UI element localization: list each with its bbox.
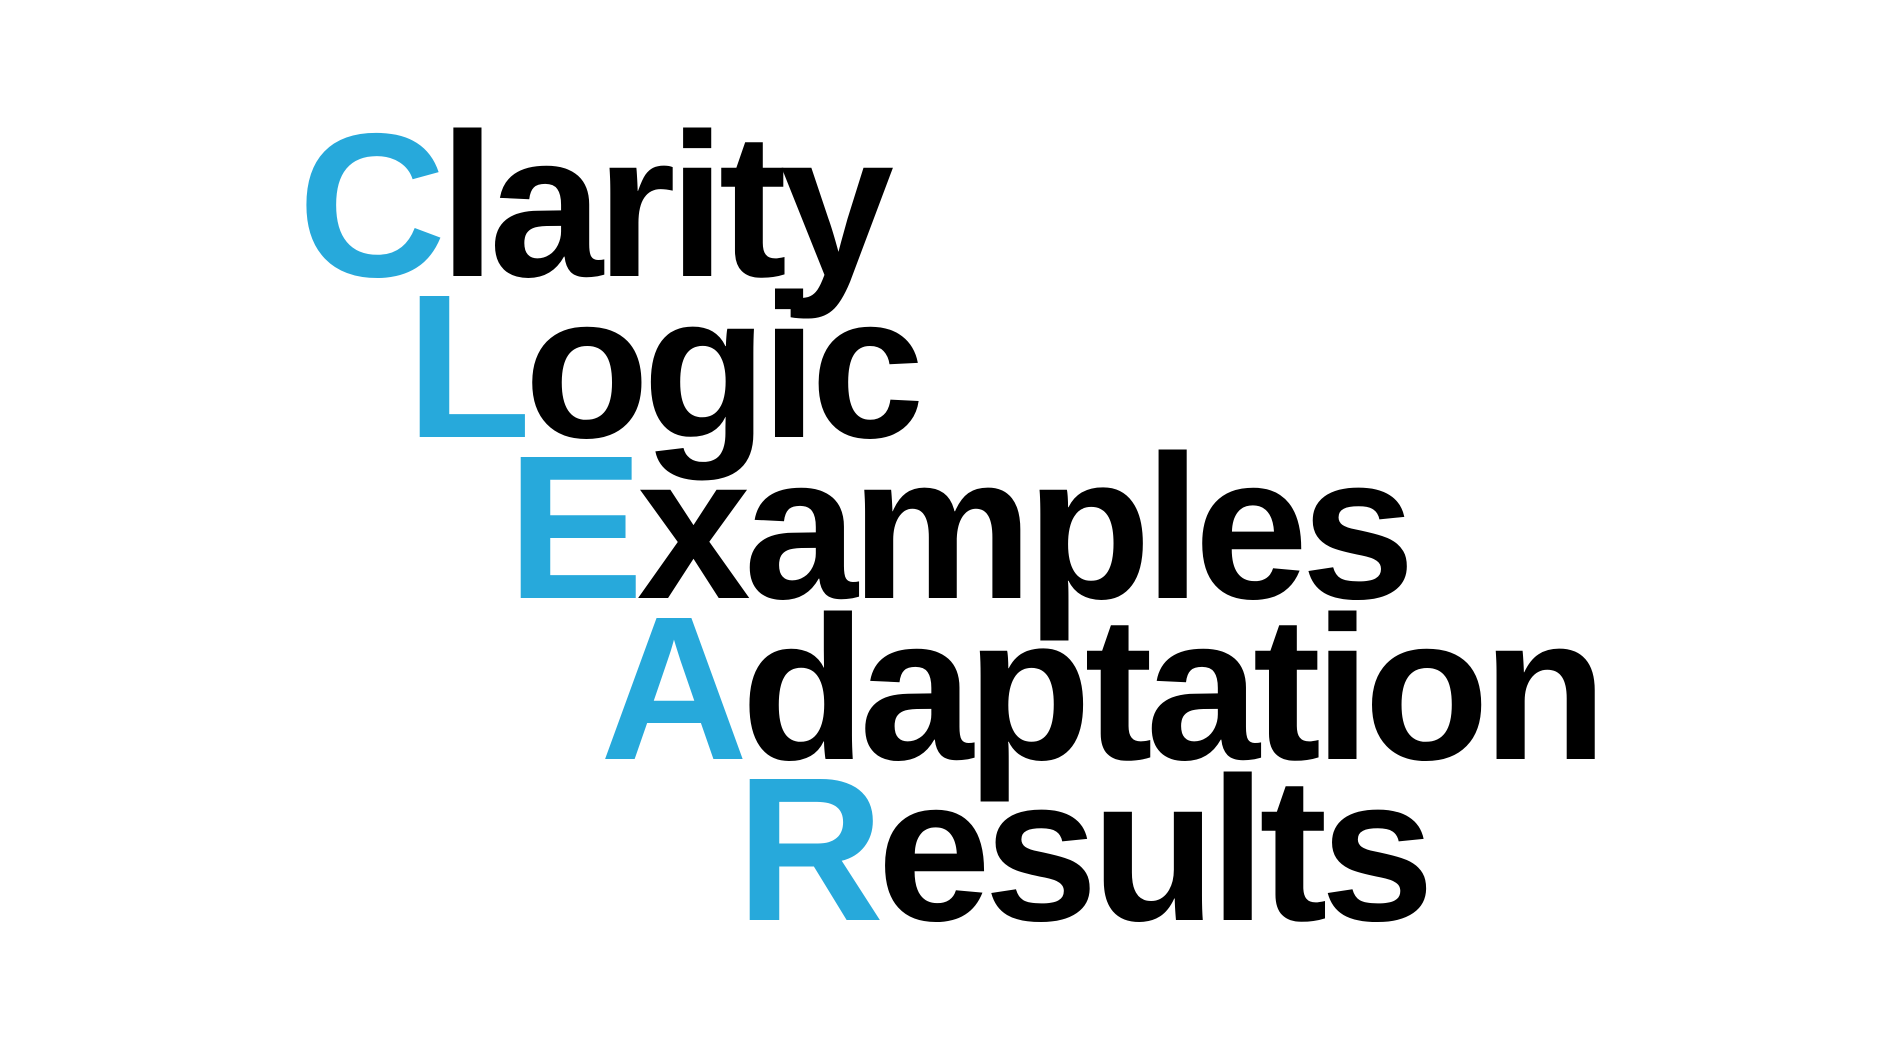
acrostic-word-rest: ogic (524, 252, 924, 481)
acrostic-line-results: Results (736, 747, 1435, 952)
acrostic-word-rest: xamples (636, 413, 1416, 642)
acrostic-initial-r: R (736, 735, 884, 964)
acrostic-line-logic: Logic (406, 264, 925, 469)
acrostic-word-rest: larity (439, 91, 894, 320)
acrostic-initial-c: C (298, 91, 446, 320)
acrostic-word-rest: esults (877, 735, 1434, 964)
acrostic-line-adaptation: Adaptation (600, 586, 1607, 791)
acrostic-initial-l: L (406, 252, 531, 481)
acrostic-initial-a: A (600, 574, 748, 803)
acrostic-line-clarity: Clarity (298, 103, 894, 308)
acrostic-initial-e: E (507, 413, 644, 642)
acrostic-word-rest: daptation (741, 574, 1607, 803)
acrostic-line-examples: Examples (507, 425, 1415, 630)
